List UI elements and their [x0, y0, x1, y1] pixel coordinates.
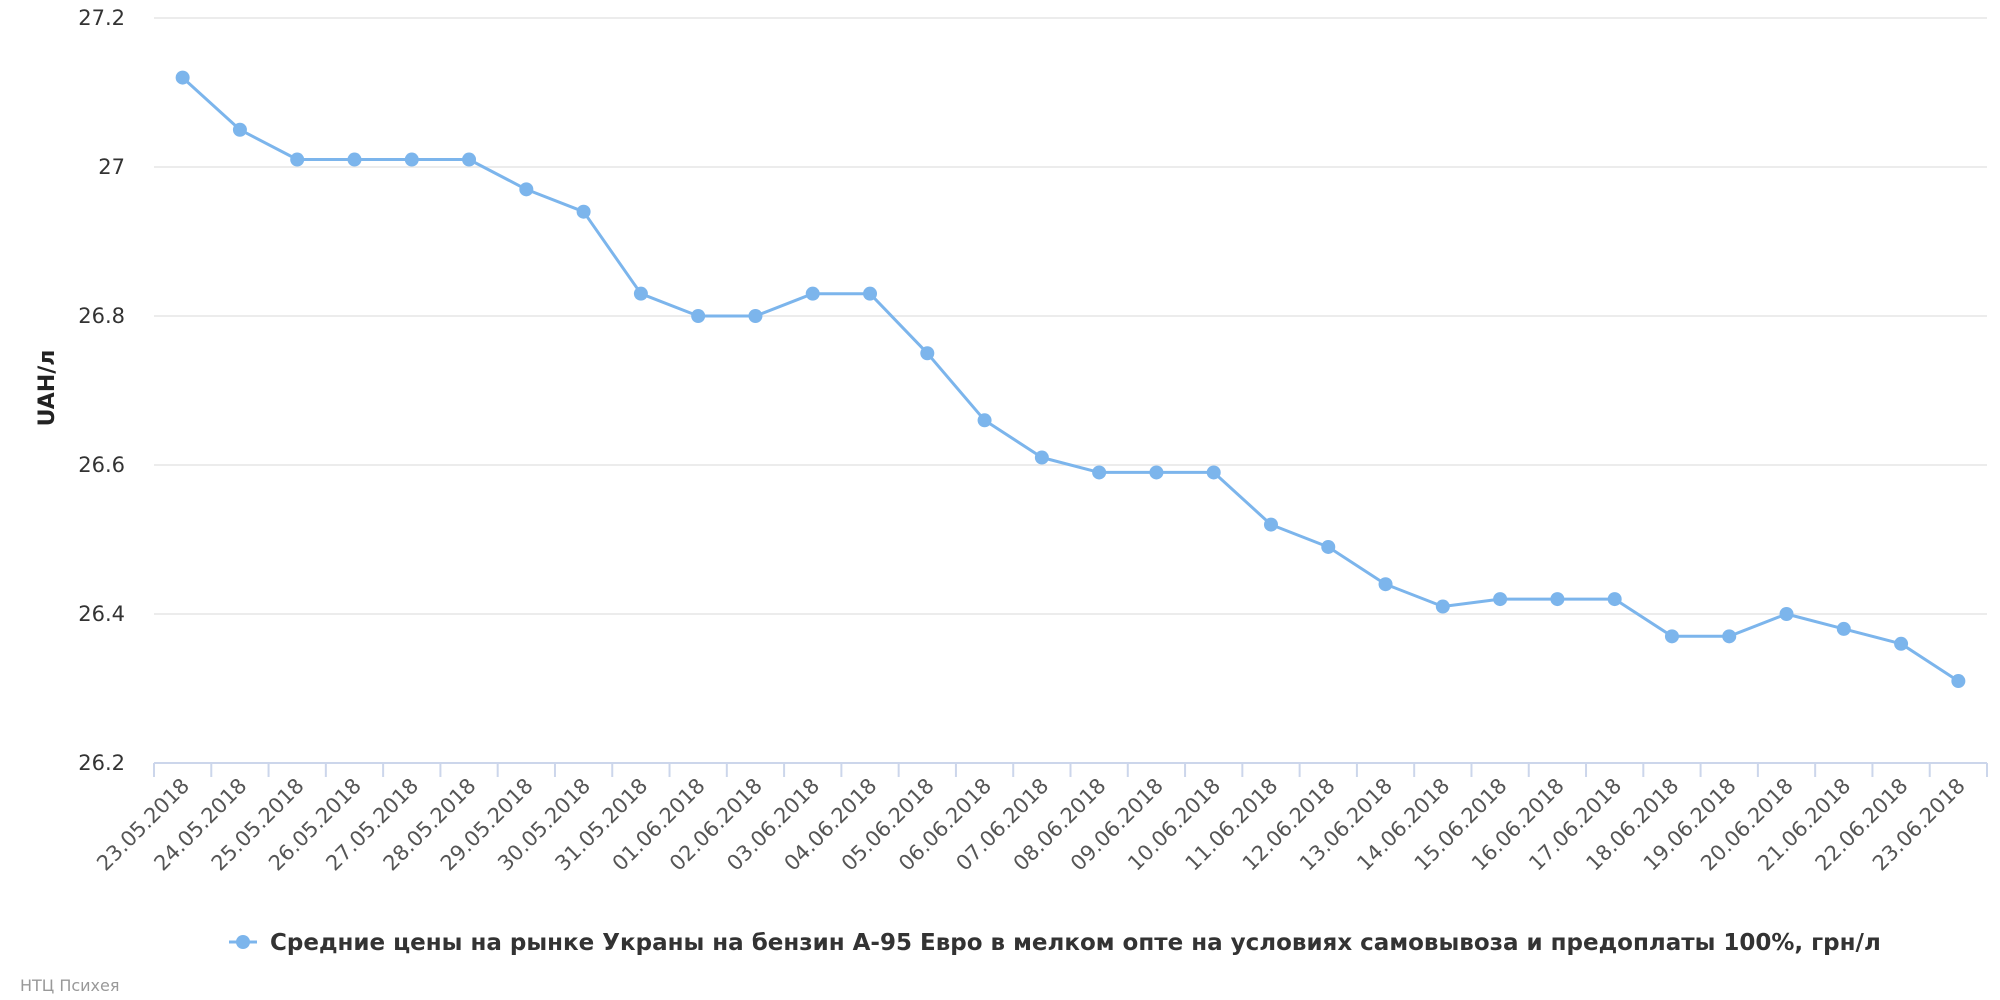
y-tick-label: 26.6 — [78, 453, 125, 477]
y-tick-label: 27 — [98, 155, 125, 179]
data-point[interactable] — [1951, 674, 1966, 689]
data-points — [175, 70, 1966, 689]
data-point[interactable] — [1321, 539, 1336, 554]
data-point[interactable] — [1493, 592, 1508, 607]
y-tick-label: 27.2 — [78, 6, 125, 30]
data-point[interactable] — [1836, 621, 1851, 636]
legend-marker-icon — [236, 935, 250, 949]
y-axis-tick-labels: 27.2 27 26.8 26.6 26.4 26.2 — [78, 6, 125, 775]
data-point[interactable] — [633, 286, 648, 301]
series-line — [181, 76, 1960, 683]
y-tick-label: 26.2 — [78, 751, 125, 775]
y-tick-label: 26.4 — [78, 602, 125, 626]
legend[interactable]: Средние цены на рынке Украны на бензин А… — [229, 930, 1881, 956]
data-point[interactable] — [1378, 577, 1393, 592]
data-point[interactable] — [404, 152, 419, 167]
data-point[interactable] — [1435, 599, 1450, 614]
data-point[interactable] — [1149, 465, 1164, 480]
data-point[interactable] — [1034, 450, 1049, 465]
data-point[interactable] — [1550, 592, 1565, 607]
data-point[interactable] — [175, 70, 190, 85]
y-tick-label: 26.8 — [78, 304, 125, 328]
data-point[interactable] — [920, 346, 935, 361]
data-point[interactable] — [347, 152, 362, 167]
credits-label[interactable]: НТЦ Психея — [20, 976, 119, 995]
data-point[interactable] — [1722, 629, 1737, 644]
grid-lines — [154, 17, 1987, 615]
data-point[interactable] — [519, 182, 534, 197]
data-point[interactable] — [1779, 607, 1794, 621]
data-point[interactable] — [691, 309, 706, 323]
data-point[interactable] — [290, 152, 305, 167]
data-point[interactable] — [863, 286, 878, 301]
data-point[interactable] — [748, 309, 763, 323]
data-point[interactable] — [977, 413, 992, 428]
legend-item-label[interactable]: Средние цены на рынке Украны на бензин А… — [270, 930, 1881, 956]
plot-area — [175, 70, 1966, 689]
data-point[interactable] — [232, 122, 247, 137]
y-axis-title: UAH/л — [35, 350, 60, 427]
data-point[interactable] — [1092, 465, 1107, 480]
data-point[interactable] — [805, 286, 820, 301]
data-point[interactable] — [1894, 636, 1909, 651]
data-point[interactable] — [1607, 592, 1622, 607]
data-point[interactable] — [1206, 465, 1221, 480]
x-axis-tick-labels: 23.05.201824.05.201825.05.201826.05.2018… — [92, 774, 1970, 876]
data-point[interactable] — [576, 204, 591, 219]
data-point[interactable] — [462, 152, 477, 167]
data-point[interactable] — [1664, 629, 1679, 644]
x-axis — [153, 762, 1988, 777]
data-point[interactable] — [1263, 517, 1278, 532]
